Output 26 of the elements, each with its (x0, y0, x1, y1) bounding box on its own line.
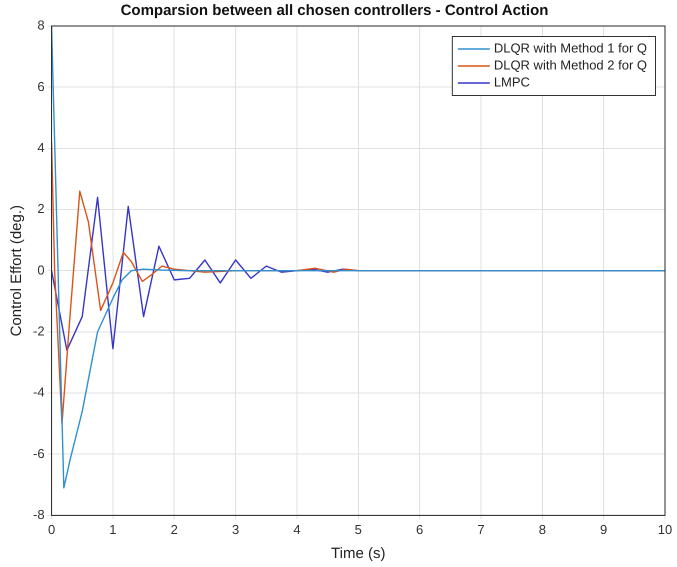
y-tick-label: -6 (32, 446, 45, 461)
y-tick-label: -4 (32, 384, 45, 400)
x-tick-label: 0 (48, 522, 56, 537)
y-tick-label: 4 (37, 140, 45, 155)
y-tick-label: -2 (32, 323, 45, 338)
x-tick-label: 1 (109, 522, 117, 537)
x-axis-title: Time (s) (331, 545, 386, 562)
x-tick-label: 8 (538, 522, 546, 537)
legend-label: LMPC (494, 74, 530, 90)
y-tick-label: 2 (37, 201, 45, 216)
x-tick-label: 2 (170, 522, 178, 537)
legend-label: DLQR with Method 2 for Q (494, 58, 648, 73)
legend-label: DLQR with Method 1 for Q (494, 40, 648, 56)
y-tick-label: 0 (37, 262, 45, 278)
x-tick-label: 10 (658, 522, 672, 537)
x-tick-label: 3 (232, 522, 240, 537)
x-tick-label: 5 (354, 522, 362, 537)
y-tick-label: -8 (32, 506, 45, 522)
x-tick-label: 9 (600, 522, 608, 537)
x-tick-label: 4 (293, 522, 301, 537)
y-axis-title: Control Effort (deg.) (8, 204, 26, 336)
x-tick-label: 6 (416, 522, 424, 537)
y-tick-label: 6 (37, 78, 45, 94)
chart-title: Comparsion between all chosen controllers - Control Action (120, 2, 548, 20)
y-tick-label: 8 (37, 18, 45, 33)
x-tick-label: 7 (477, 522, 485, 537)
